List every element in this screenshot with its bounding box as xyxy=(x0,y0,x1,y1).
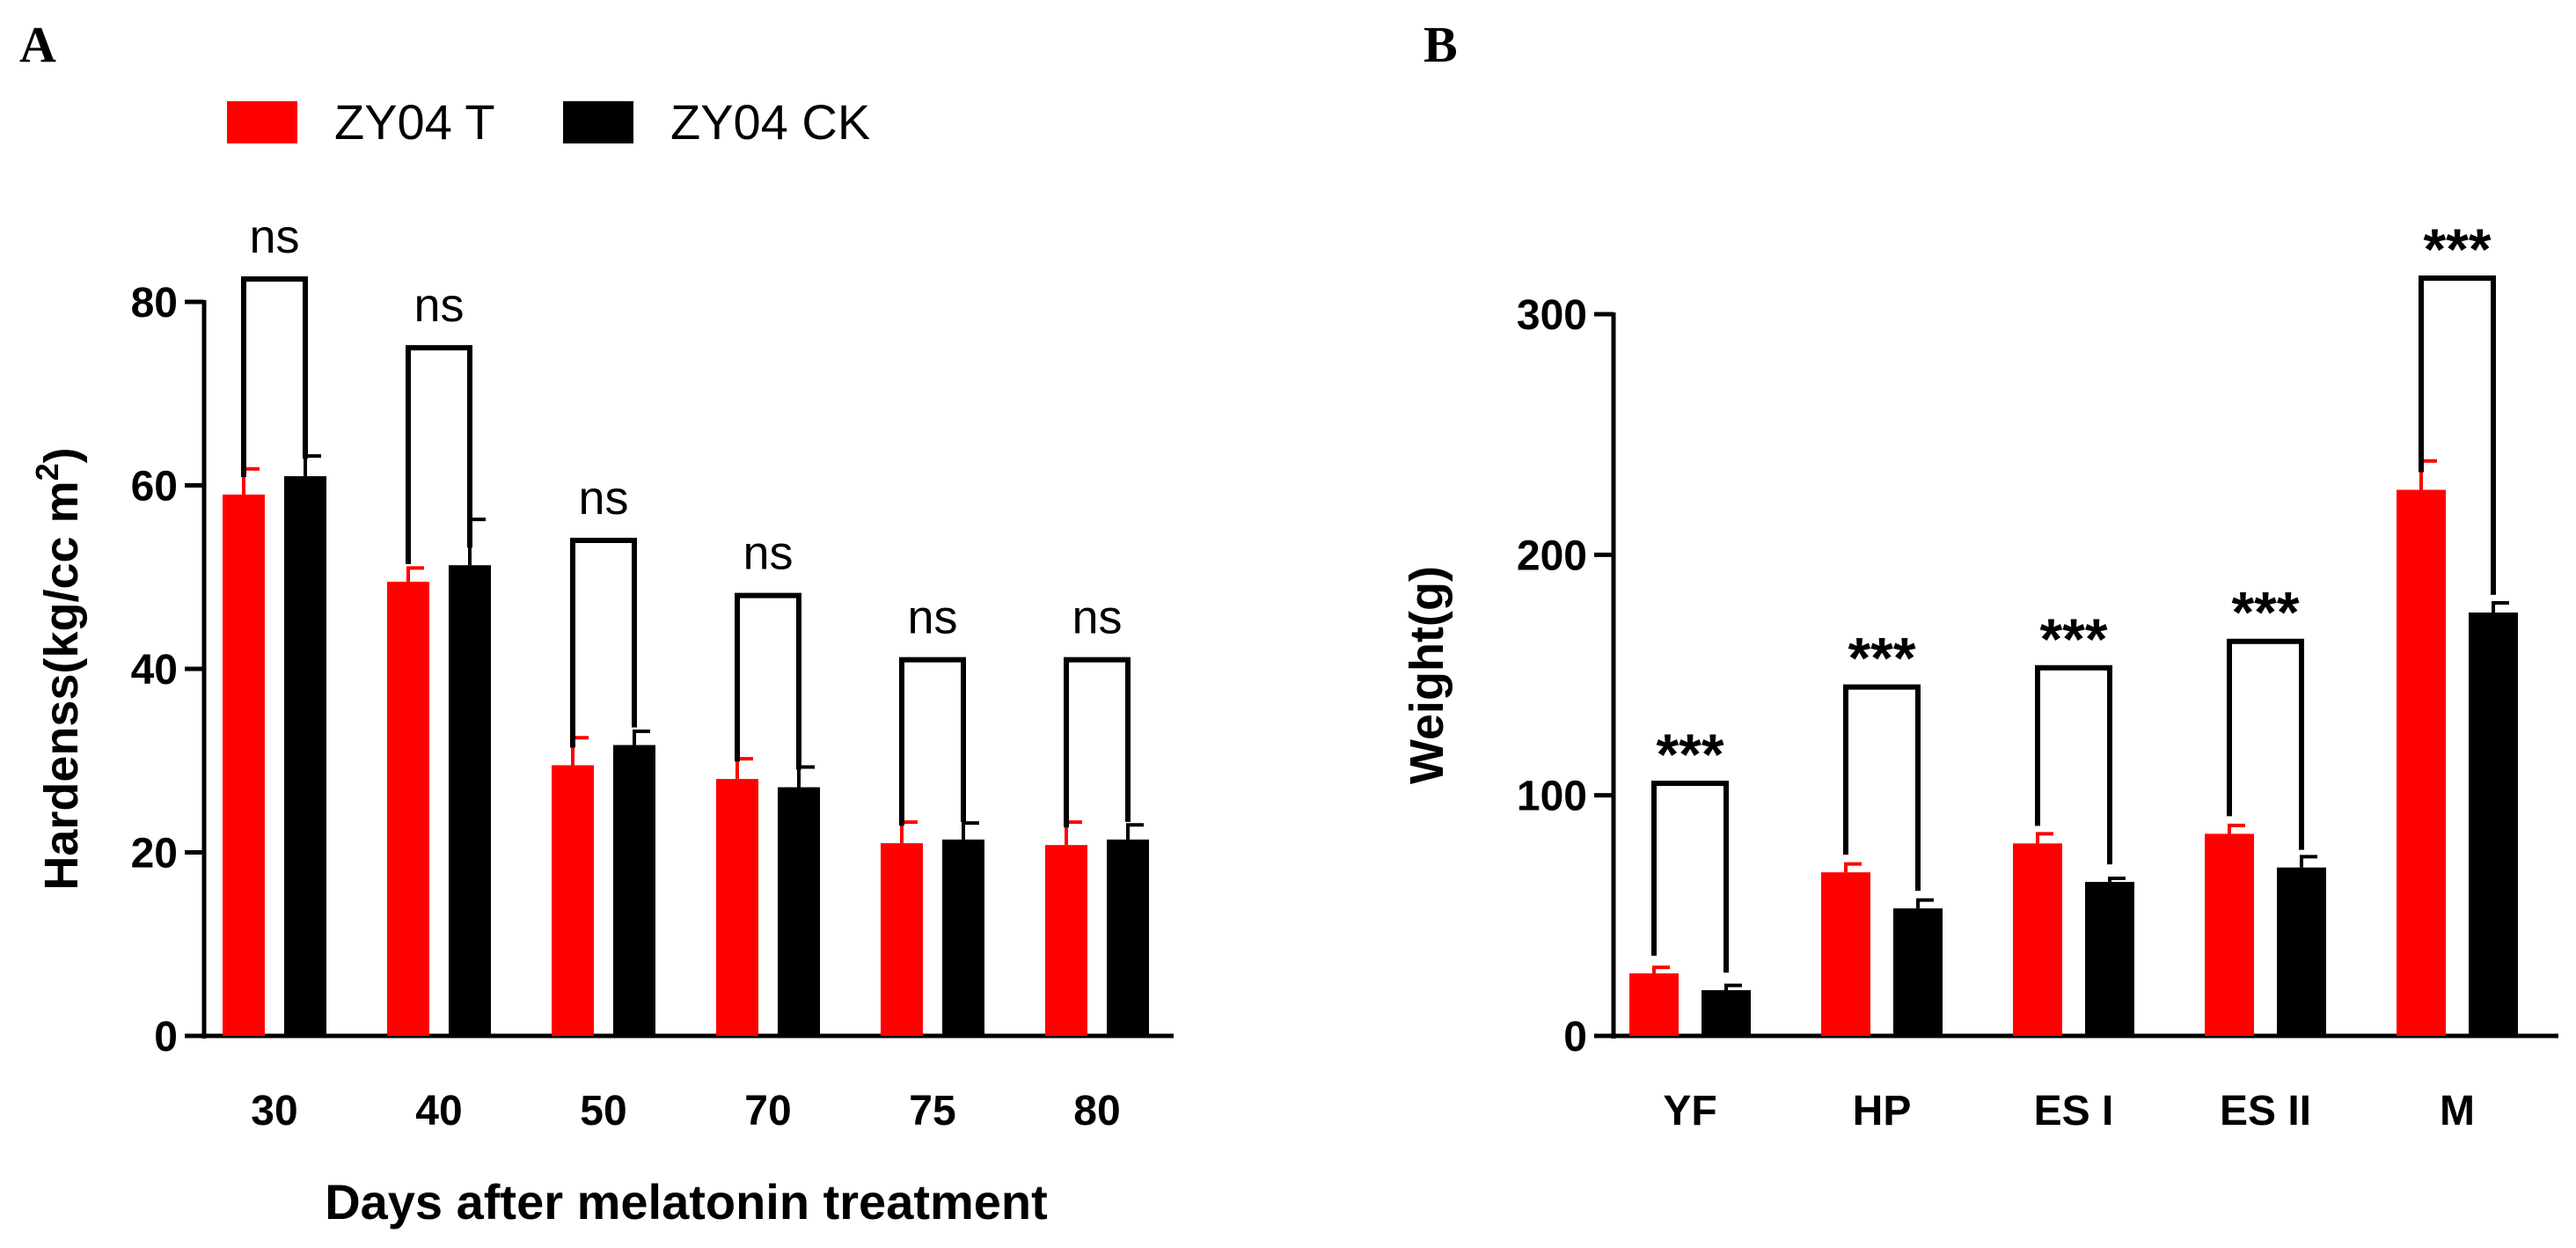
significance-label: *** xyxy=(2039,606,2107,672)
significance-bracket xyxy=(2227,638,2304,850)
chart-panel-a: 0 20 40 60 80 Hardenss(kg/cc m2) 30 ns 40 ns 50 ns 7… xyxy=(29,210,1174,1230)
significance-label: ns xyxy=(249,210,299,263)
significance-label: ns xyxy=(1072,591,1122,644)
y-axis-title: Hardenss(kg/cc m2) xyxy=(29,447,88,890)
bar-red xyxy=(881,843,923,1036)
significance-bracket xyxy=(1064,657,1131,828)
significance-label: *** xyxy=(2423,217,2491,282)
bar-red xyxy=(2013,843,2062,1036)
x-tick-label: 80 xyxy=(1073,1088,1120,1134)
bar-black xyxy=(613,745,655,1036)
bar-red xyxy=(552,765,594,1036)
y-tick-label: 200 xyxy=(1517,532,1587,579)
significance-label: *** xyxy=(1656,722,1723,787)
x-tick-label: YF xyxy=(1663,1088,1716,1134)
x-tick-label: 75 xyxy=(909,1088,955,1134)
x-tick-label: 50 xyxy=(580,1088,626,1134)
legend: ZY04 T ZY04 CK xyxy=(227,94,870,150)
legend-label-ck: ZY04 CK xyxy=(670,94,870,150)
bar-black xyxy=(1107,839,1149,1036)
legend-swatch-ck xyxy=(563,101,633,143)
x-tick-label: 70 xyxy=(744,1088,791,1134)
y-tick-label: 80 xyxy=(131,280,178,327)
significance-bracket xyxy=(1843,684,1921,892)
x-tick-label: M xyxy=(2440,1088,2475,1134)
significance-bracket xyxy=(241,275,308,477)
y-tick-label: 100 xyxy=(1517,774,1587,820)
bar-black xyxy=(778,787,820,1036)
significance-label: *** xyxy=(2231,580,2299,645)
legend-label-t: ZY04 T xyxy=(334,94,495,150)
bar-black xyxy=(284,476,326,1036)
bar-black xyxy=(1893,908,1943,1036)
bar-black xyxy=(2277,867,2326,1036)
x-tick-label: HP xyxy=(1853,1088,1912,1134)
bar-black xyxy=(1701,990,1751,1036)
bar-red xyxy=(1045,845,1087,1036)
significance-label: ns xyxy=(907,591,957,644)
x-tick-label: 40 xyxy=(415,1088,462,1134)
bar-red xyxy=(716,779,758,1036)
y-axis-title: Weight(g) xyxy=(1401,566,1453,784)
bar-black xyxy=(449,565,491,1036)
significance-bracket xyxy=(1651,781,1729,973)
x-tick-label: ES I xyxy=(2034,1088,2114,1134)
bar-red xyxy=(1821,872,1870,1036)
significance-label: ns xyxy=(743,527,793,580)
y-tick-label: 20 xyxy=(131,831,178,877)
y-tick-label: 300 xyxy=(1517,292,1587,339)
y-tick-label: 0 xyxy=(154,1014,178,1061)
bar-black xyxy=(2085,882,2134,1036)
bar-red xyxy=(387,581,429,1036)
panel-b-label: B xyxy=(1423,16,1458,73)
bar-red xyxy=(2205,833,2254,1036)
significance-bracket xyxy=(899,657,966,826)
y-tick-label: 0 xyxy=(1563,1014,1587,1061)
significance-label: ns xyxy=(413,279,464,332)
bar-black xyxy=(2469,612,2518,1036)
y-tick-label: 40 xyxy=(131,647,178,694)
bar-red xyxy=(223,494,265,1036)
bar-red xyxy=(2397,489,2446,1036)
legend-swatch-t xyxy=(227,101,297,143)
bar-red xyxy=(1629,973,1679,1036)
x-axis-title: Days after melatonin treatment xyxy=(325,1174,1048,1230)
x-tick-label: 30 xyxy=(251,1088,297,1134)
significance-bracket xyxy=(570,538,637,748)
x-tick-label: ES II xyxy=(2220,1088,2311,1134)
significance-label: ns xyxy=(578,472,628,525)
significance-label: *** xyxy=(1848,626,1915,691)
chart-panel-b: 0 100 200 300 Weight(g) YF *** HP *** ES I *** ES I… xyxy=(1401,217,2558,1134)
significance-bracket xyxy=(735,592,801,770)
bar-black xyxy=(942,839,984,1036)
significance-bracket xyxy=(406,345,472,564)
significance-bracket xyxy=(2419,275,2496,595)
panel-a-label: A xyxy=(19,16,56,73)
significance-bracket xyxy=(2035,664,2112,865)
y-tick-label: 60 xyxy=(131,464,178,510)
